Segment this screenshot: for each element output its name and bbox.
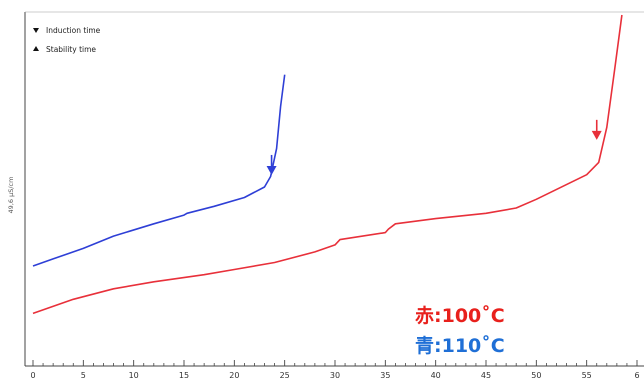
x-tick-label-40: 40	[431, 371, 441, 380]
legend-entry-stability: Stability time	[46, 45, 96, 54]
induction-marker-0	[266, 165, 277, 175]
x-tick-label-50: 50	[531, 371, 541, 380]
legend-triangle-up-icon	[33, 46, 39, 51]
x-tick-label-20: 20	[229, 371, 239, 380]
x-tick-label-35: 35	[380, 371, 390, 380]
x-tick-label-45: 45	[481, 371, 491, 380]
legend-triangle-down-icon	[33, 28, 39, 33]
legend-entry-induction: Induction time	[46, 26, 101, 35]
series-line-1	[32, 14, 623, 315]
series-layer	[32, 14, 623, 315]
minor-ticks	[42, 363, 628, 366]
annotation-red-100c: 赤:100˚C	[415, 304, 505, 327]
x-tick-label-15: 15	[179, 371, 189, 380]
x-tick-label-55: 55	[582, 371, 592, 380]
series-line-0	[32, 74, 286, 267]
x-tick-label-60: 6	[634, 371, 639, 380]
major-ticks	[32, 360, 638, 366]
x-tick-labels: 0 5 10 15 20 25 30 35 40 45 50 55 6	[30, 371, 639, 380]
x-tick-label-5: 5	[81, 371, 86, 380]
x-tick-label-10: 10	[129, 371, 139, 380]
y-axis-label: 49,6 µS/cm	[7, 177, 15, 214]
induction-marker-1	[591, 130, 602, 140]
legend: Induction time Stability time	[33, 26, 101, 54]
x-tick-label-30: 30	[330, 371, 340, 380]
x-tick-label-25: 25	[280, 371, 290, 380]
annotation-blue-110c: 青:110˚C	[415, 334, 505, 357]
x-tick-label-0: 0	[30, 371, 35, 380]
